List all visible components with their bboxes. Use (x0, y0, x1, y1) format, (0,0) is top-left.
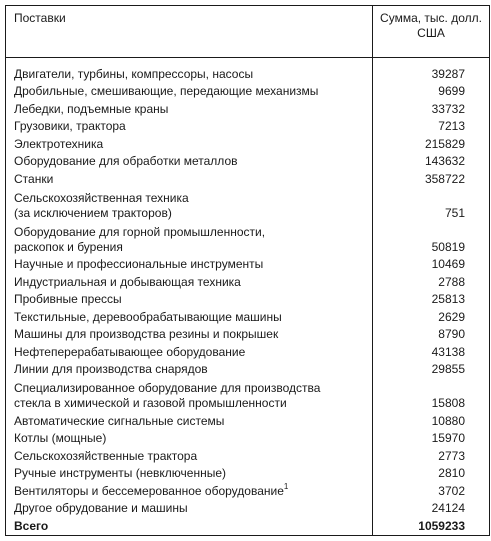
header-supplies: Поставки (5, 5, 373, 58)
row-name: Котлы (мощные) (5, 428, 373, 446)
table-row: Нефтеперерабатывающее оборудование 43138 (5, 342, 490, 360)
table-row: Грузовики, трактора 7213 (5, 116, 490, 134)
row-value: 50819 (372, 220, 490, 255)
row-name-line2: стекла в химической и газовой промышленн… (14, 396, 287, 410)
row-name: Станки (5, 169, 373, 187)
table-row: Электротехника 215829 (5, 134, 490, 152)
table-row: Котлы (мощные) 15970 (5, 428, 490, 446)
table-row: Ручные инструменты (невключенные) 2810 (5, 463, 490, 481)
row-value: 15970 (372, 428, 490, 446)
header-amount-line2: США (417, 26, 445, 40)
row-name-line1: Оборудование для горной промышленности, (14, 224, 266, 239)
row-name: Вентиляторы и бессемерованное оборудован… (5, 481, 373, 499)
row-name: Оборудование для обработки металлов (5, 151, 373, 169)
header-row: Поставки Сумма, тыс. долл. США (5, 5, 490, 58)
row-name: Двигатели, турбины, компрессоры, насосы (5, 57, 373, 82)
table-row: Станки 358722 (5, 169, 490, 187)
row-value: 2810 (372, 463, 490, 481)
row-value: 2788 (372, 272, 490, 290)
row-name-line1: Специализированное оборудование для прои… (14, 381, 321, 395)
row-name-text: Вентиляторы и бессемерованное оборудован… (14, 483, 284, 498)
row-name-line2: (за исключением тракторов) (14, 205, 172, 220)
row-value: 7213 (372, 116, 490, 134)
total-row: Всего 1059233 (5, 516, 490, 536)
table-row: Машины для производства резины и покрыше… (5, 324, 490, 342)
table-row: Другое обрудование и машины 24124 (5, 498, 490, 516)
row-value: 24124 (372, 498, 490, 516)
row-value: 10469 (372, 254, 490, 272)
table-row: Текстильные, деревообрабатывающие машины… (5, 307, 490, 325)
table-row: Автоматические сигнальные системы 10880 (5, 411, 490, 429)
row-name-line2: раскопок и бурения (14, 239, 123, 254)
table-row: Сельскохозяйственные трактора 2773 (5, 446, 490, 464)
table-row: Линии для производства снарядов 29855 (5, 359, 490, 377)
row-value: 10880 (372, 411, 490, 429)
total-label: Всего (5, 516, 373, 536)
table-row: Пробивные прессы 25813 (5, 289, 490, 307)
row-value: 2629 (372, 307, 490, 325)
row-name: Дробильные, смешивающие, передающие меха… (5, 81, 373, 99)
row-value: 358722 (372, 169, 490, 187)
row-value: 39287 (372, 57, 490, 82)
row-name: Ручные инструменты (невключенные) (5, 463, 373, 481)
table-row: Двигатели, турбины, компрессоры, насосы … (5, 57, 490, 82)
row-name: Лебедки, подъемные краны (5, 99, 373, 117)
row-name: Другое обрудование и машины (5, 498, 373, 516)
table-row: Лебедки, подъемные краны 33732 (5, 99, 490, 117)
row-name: Индустриальная и добывающая техника (5, 272, 373, 290)
row-name: Линии для производства снарядов (5, 359, 373, 377)
row-value: 2773 (372, 446, 490, 464)
supplies-table: Поставки Сумма, тыс. долл. США Двигатели… (5, 5, 490, 536)
row-name: Пробивные прессы (5, 289, 373, 307)
row-name: Электротехника (5, 134, 373, 152)
row-value: 3702 (372, 481, 490, 499)
row-name: Оборудование для горной промышленности, … (5, 220, 373, 255)
row-name: Машины для производства резины и покрыше… (5, 324, 373, 342)
row-value: 25813 (372, 289, 490, 307)
table-row: Дробильные, смешивающие, передающие меха… (5, 81, 490, 99)
row-value: 751 (372, 186, 490, 221)
footnote-marker: 1 (283, 481, 289, 491)
table-row: Индустриальная и добывающая техника 2788 (5, 272, 490, 290)
row-value: 9699 (372, 81, 490, 99)
row-name: Текстильные, деревообрабатывающие машины (5, 307, 373, 325)
row-value: 15808 (372, 377, 490, 411)
row-name: Нефтеперерабатывающее оборудование (5, 342, 373, 360)
row-name: Сельскохозяйственные трактора (5, 446, 373, 464)
row-value: 143632 (372, 151, 490, 169)
row-name-line1: Сельскохозяйственная техника (14, 190, 189, 205)
row-value: 33732 (372, 99, 490, 117)
row-name: Сельскохозяйственная техника (за исключе… (5, 186, 373, 221)
header-amount: Сумма, тыс. долл. США (372, 5, 490, 58)
row-value: 43138 (372, 342, 490, 360)
row-value: 29855 (372, 359, 490, 377)
table-row: Вентиляторы и бессемерованное оборудован… (5, 481, 490, 499)
total-value: 1059233 (372, 516, 490, 536)
row-value: 215829 (372, 134, 490, 152)
header-amount-line1: Сумма, тыс. долл. (380, 11, 482, 25)
table-row: Оборудование для горной промышленности, … (5, 220, 490, 255)
table-row: Сельскохозяйственная техника (за исключе… (5, 186, 490, 221)
row-name: Специализированное оборудование для прои… (5, 377, 373, 411)
table-row: Специализированное оборудование для прои… (5, 377, 490, 411)
table-row: Научные и профессиональные инструменты 1… (5, 254, 490, 272)
row-name: Научные и профессиональные инструменты (5, 254, 373, 272)
row-name: Автоматические сигнальные системы (5, 411, 373, 429)
row-name: Грузовики, трактора (5, 116, 373, 134)
table-row: Оборудование для обработки металлов 1436… (5, 151, 490, 169)
row-value: 8790 (372, 324, 490, 342)
